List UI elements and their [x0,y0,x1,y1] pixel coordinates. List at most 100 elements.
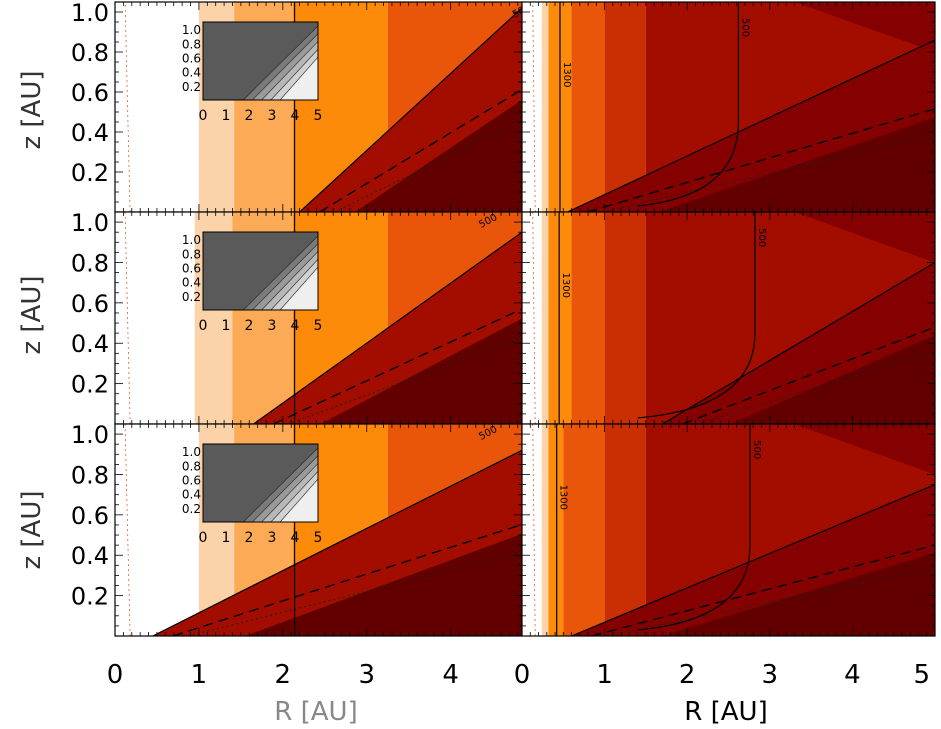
y-tick-label: 0.2 [71,583,109,611]
contour-dashed [587,108,935,212]
y-tick-label: 0.4 [71,119,109,147]
inset-x-tick: 4 [291,318,300,334]
disk-core [355,99,522,212]
inset-y-tick: 0.4 [182,66,201,80]
isotherm-500 [637,424,751,631]
contour-surface [253,231,522,424]
inset-y-tick: 0.6 [182,261,201,275]
y-tick-label: 0.6 [71,502,109,530]
contour-dashed [273,308,522,424]
band-3 [571,212,605,424]
contour-dashed [682,326,935,424]
inset-x-tick: 3 [268,530,277,546]
contour-label-500: 500 [511,2,533,21]
y-tick-label: 0.8 [71,249,109,277]
y-tick-label: 1.0 [71,0,109,27]
inset-y-tick: 0.6 [182,473,201,487]
panel-r3-right: 1300 500 [522,424,935,636]
envelope-line [124,212,131,424]
y-tick-label: 0.6 [71,79,109,107]
x-tick-label-left: 4 [442,660,459,690]
y-tick-label: 0.6 [71,290,109,318]
band-4 [604,424,646,636]
band-3 [571,2,605,212]
upper-wedge [794,2,935,52]
inset-x-tick: 5 [314,108,323,124]
inset-y-tick: 0.4 [182,488,201,502]
contour-dotted [697,350,935,424]
contour-surface [152,449,522,636]
contour-dashed [172,523,522,636]
contour-label-1300: 1300 [560,273,571,298]
upper-wedge [794,424,935,475]
contour-label-1300: 1300 [561,62,572,87]
inset-y-tick: 0.8 [182,247,201,261]
inset-x-tick: 0 [199,530,208,546]
panel-ticks [114,423,522,637]
y-tick-label: 0.4 [71,542,109,570]
contour-dashed [591,544,935,636]
x-tick-label-left: 3 [358,660,375,690]
envelope-line [532,212,536,424]
contour-dotted [288,337,522,424]
isotherm-500 [637,212,756,419]
contour-label-500: 500 [751,440,762,459]
inset-y-tick: 0.2 [182,290,201,304]
x-tick-label-left: 2 [275,660,292,690]
inset-frame [202,443,319,523]
y-tick-label: 0.8 [71,39,109,67]
inset-x-tick: 4 [291,108,300,124]
y-axis-label-row2: z [AU] [17,275,47,354]
x-tick-label-right: 5 [913,660,930,690]
x-tick-label-right: 0 [514,660,531,690]
contour-dotted [602,134,935,212]
contour-label-500: 500 [756,228,767,247]
band-0 [115,212,195,424]
x-tick-label-right: 4 [844,660,861,690]
inset-x-tick: 2 [245,530,254,546]
contour-label-1300: 1300 [558,485,569,510]
inset-x-tick: 1 [222,530,231,546]
envelope-line [532,2,536,212]
inset-y-tick: 0.2 [182,80,201,94]
y-axis-label-row1: z [AU] [17,70,47,149]
inset-y-tick: 0.6 [182,51,201,65]
band-0 [522,212,542,424]
y-tick-label: 0.2 [71,159,109,187]
band-0 [522,424,542,636]
disk-core [662,552,935,636]
inset-y-tick: 0.2 [182,502,201,516]
inset-frame [202,231,319,311]
inset-x-tick: 2 [245,318,254,334]
contour-surface [571,484,935,636]
inset-level-4 [279,266,318,310]
contour-surface [567,39,935,212]
x-axis-label-right: R [AU] [684,697,767,727]
y-tick-label: 0.2 [71,371,109,399]
y-tick-label: 1.0 [71,209,109,237]
inset-x-tick: 0 [199,108,208,124]
band-1 [541,212,549,424]
inset-x-tick: 4 [291,530,300,546]
contour-dotted [606,567,935,636]
y-tick-label: 0.4 [71,330,109,358]
inset-y-tick: 0.4 [182,276,201,290]
inset-y-tick: 1.0 [182,445,201,459]
inset-frame [202,21,319,101]
band-2 [548,424,564,636]
y-tick-label: 0.8 [71,461,109,489]
inset-x-tick: 2 [245,108,254,124]
inset-y-tick: 0.8 [182,459,201,473]
inset-x-tick: 1 [222,108,231,124]
x-tick-label-right: 2 [679,660,696,690]
isotherm-500 [637,2,740,207]
inset-r2: 0 1 2 3 4 5 0.20.40.60.81.0 [182,231,322,334]
band-0 [522,2,542,212]
upper-wedge [794,212,935,263]
envelope-line [532,424,536,636]
panel-ticks [521,211,936,425]
disk-core [659,117,935,212]
panel-ticks [521,1,936,213]
